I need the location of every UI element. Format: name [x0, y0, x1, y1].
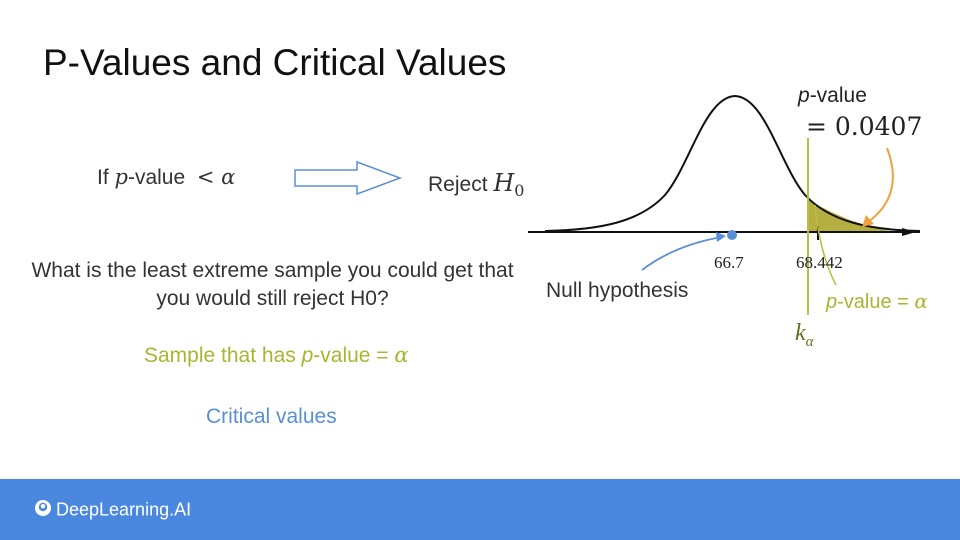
pv-alpha-rest: -value = — [837, 291, 915, 313]
sample-suffix: -value = — [313, 344, 395, 367]
pvalue-number: = 0.0407 — [806, 112, 923, 141]
sample-alpha: α — [394, 343, 409, 367]
pvalue-label-p: p — [798, 84, 810, 107]
tick-observed-label: 68.442 — [796, 253, 843, 272]
pv-alpha-p: p — [826, 291, 838, 313]
critical-values-label: Critical values — [206, 405, 337, 428]
page-title: P-Values and Critical Values — [43, 42, 507, 83]
null-arrowhead — [716, 232, 726, 242]
pvalue-label-rest: -value — [809, 84, 867, 107]
h0-subscript: 0 — [514, 181, 525, 201]
k-alpha-label: kα — [795, 320, 814, 351]
bell-curve — [544, 94, 921, 232]
pvalue-equals-alpha: p-value = α — [826, 289, 928, 314]
rule-lt-alpha: < α — [196, 165, 236, 189]
deeplearning-logo-icon — [34, 499, 52, 522]
brand-logo: DeepLearning.AI — [34, 499, 191, 522]
question-text: What is the least extreme sample you cou… — [31, 259, 514, 310]
pvalue-label: p-value — [798, 84, 867, 108]
pv-alpha-alpha: α — [914, 289, 928, 313]
k-symbol: k — [795, 320, 806, 346]
alpha-pointer — [814, 204, 837, 286]
footer-bar — [0, 479, 960, 540]
rule-suffix: -value — [127, 166, 186, 189]
rule-p: p — [114, 165, 128, 189]
sample-statement: Sample that has p-value = α — [144, 343, 409, 368]
pvalue-arrowhead — [862, 215, 874, 227]
h0-symbol: H — [493, 169, 515, 197]
x-axis-arrowhead — [902, 228, 916, 236]
null-arrow — [641, 236, 723, 271]
k-subscript: α — [805, 333, 814, 350]
tail-area — [808, 200, 895, 232]
reject-word: Reject — [428, 173, 494, 196]
implies-arrow — [294, 160, 403, 196]
null-hypothesis-label: Null hypothesis — [546, 279, 689, 302]
tick-mean-label: 66.7 — [714, 253, 744, 272]
brand-name: DeepLearning.AI — [56, 499, 192, 520]
rule-condition: If p-value < α — [97, 165, 235, 190]
sample-prefix: Sample that has — [144, 344, 302, 367]
mean-dot — [727, 230, 737, 240]
rule-prefix: If — [97, 166, 115, 189]
reject-h0: Reject H0 — [428, 169, 524, 200]
pvalue-arrow — [867, 147, 894, 223]
sample-p: p — [301, 344, 314, 367]
